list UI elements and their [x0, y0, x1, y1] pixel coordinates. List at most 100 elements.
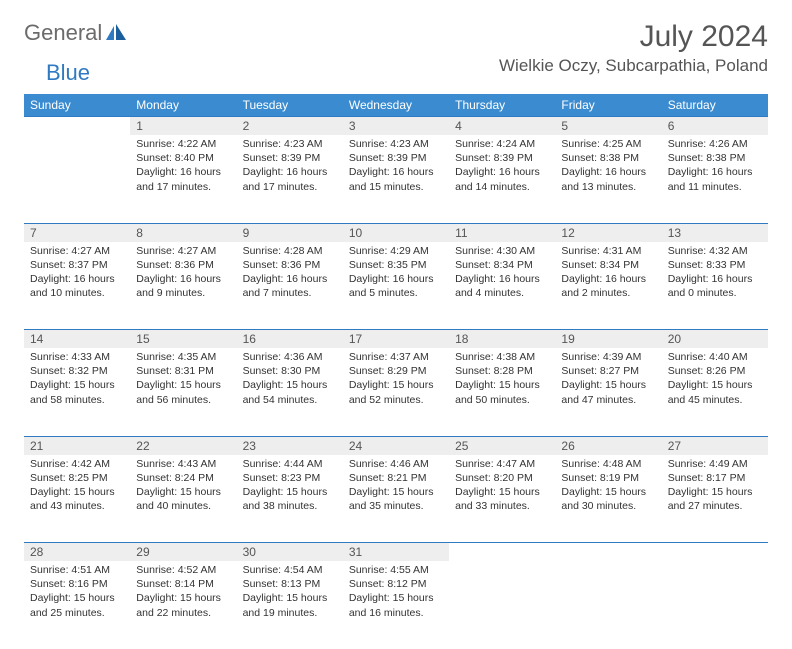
- day-content-cell: Sunrise: 4:37 AMSunset: 8:29 PMDaylight:…: [343, 348, 449, 436]
- day-content-cell: [449, 561, 555, 649]
- daylight-text: Daylight: 16 hours and 0 minutes.: [668, 272, 762, 300]
- day-number-cell: 12: [555, 223, 661, 242]
- day-number-cell: 22: [130, 436, 236, 455]
- day-number-cell: 25: [449, 436, 555, 455]
- day-number-cell: 28: [24, 543, 130, 562]
- day-number-cell: 7: [24, 223, 130, 242]
- day-content-cell: Sunrise: 4:48 AMSunset: 8:19 PMDaylight:…: [555, 455, 661, 543]
- day-content-cell: [555, 561, 661, 649]
- sunrise-text: Sunrise: 4:44 AM: [243, 457, 337, 471]
- daylight-text: Daylight: 15 hours and 54 minutes.: [243, 378, 337, 406]
- day-number-cell: 15: [130, 330, 236, 349]
- sunset-text: Sunset: 8:35 PM: [349, 258, 443, 272]
- sunset-text: Sunset: 8:32 PM: [30, 364, 124, 378]
- day-number-cell: 5: [555, 117, 661, 136]
- weekday-header: Saturday: [662, 94, 768, 117]
- sunset-text: Sunset: 8:34 PM: [561, 258, 655, 272]
- daylight-text: Daylight: 16 hours and 10 minutes.: [30, 272, 124, 300]
- day-content-cell: Sunrise: 4:40 AMSunset: 8:26 PMDaylight:…: [662, 348, 768, 436]
- day-content-cell: Sunrise: 4:26 AMSunset: 8:38 PMDaylight:…: [662, 135, 768, 223]
- sunset-text: Sunset: 8:39 PM: [243, 151, 337, 165]
- daylight-text: Daylight: 16 hours and 14 minutes.: [455, 165, 549, 193]
- day-number-cell: 13: [662, 223, 768, 242]
- sunrise-text: Sunrise: 4:43 AM: [136, 457, 230, 471]
- sunset-text: Sunset: 8:12 PM: [349, 577, 443, 591]
- daylight-text: Daylight: 16 hours and 9 minutes.: [136, 272, 230, 300]
- day-content-row: Sunrise: 4:27 AMSunset: 8:37 PMDaylight:…: [24, 242, 768, 330]
- sunset-text: Sunset: 8:40 PM: [136, 151, 230, 165]
- sunrise-text: Sunrise: 4:29 AM: [349, 244, 443, 258]
- sunset-text: Sunset: 8:19 PM: [561, 471, 655, 485]
- sunrise-text: Sunrise: 4:35 AM: [136, 350, 230, 364]
- sunrise-text: Sunrise: 4:42 AM: [30, 457, 124, 471]
- day-number-row: 14151617181920: [24, 330, 768, 349]
- daylight-text: Daylight: 16 hours and 13 minutes.: [561, 165, 655, 193]
- day-content-cell: Sunrise: 4:43 AMSunset: 8:24 PMDaylight:…: [130, 455, 236, 543]
- weekday-header: Thursday: [449, 94, 555, 117]
- weekday-header: Sunday: [24, 94, 130, 117]
- day-number-cell: 21: [24, 436, 130, 455]
- day-number-cell: [662, 543, 768, 562]
- day-number-cell: 18: [449, 330, 555, 349]
- day-content-cell: Sunrise: 4:47 AMSunset: 8:20 PMDaylight:…: [449, 455, 555, 543]
- day-number-cell: 20: [662, 330, 768, 349]
- day-number-cell: 11: [449, 223, 555, 242]
- daylight-text: Daylight: 15 hours and 25 minutes.: [30, 591, 124, 619]
- sunset-text: Sunset: 8:14 PM: [136, 577, 230, 591]
- sunset-text: Sunset: 8:23 PM: [243, 471, 337, 485]
- sunrise-text: Sunrise: 4:54 AM: [243, 563, 337, 577]
- sunrise-text: Sunrise: 4:23 AM: [349, 137, 443, 151]
- day-content-cell: Sunrise: 4:33 AMSunset: 8:32 PMDaylight:…: [24, 348, 130, 436]
- daylight-text: Daylight: 15 hours and 30 minutes.: [561, 485, 655, 513]
- sails-icon: [104, 22, 128, 45]
- daylight-text: Daylight: 16 hours and 7 minutes.: [243, 272, 337, 300]
- day-content-cell: Sunrise: 4:25 AMSunset: 8:38 PMDaylight:…: [555, 135, 661, 223]
- day-number-cell: 26: [555, 436, 661, 455]
- daylight-text: Daylight: 15 hours and 58 minutes.: [30, 378, 124, 406]
- daylight-text: Daylight: 15 hours and 47 minutes.: [561, 378, 655, 406]
- daylight-text: Daylight: 16 hours and 2 minutes.: [561, 272, 655, 300]
- sunset-text: Sunset: 8:29 PM: [349, 364, 443, 378]
- sunrise-text: Sunrise: 4:26 AM: [668, 137, 762, 151]
- day-number-cell: [449, 543, 555, 562]
- sunrise-text: Sunrise: 4:33 AM: [30, 350, 124, 364]
- sunset-text: Sunset: 8:36 PM: [136, 258, 230, 272]
- day-content-cell: Sunrise: 4:23 AMSunset: 8:39 PMDaylight:…: [343, 135, 449, 223]
- sunrise-text: Sunrise: 4:38 AM: [455, 350, 549, 364]
- sunrise-text: Sunrise: 4:28 AM: [243, 244, 337, 258]
- sunrise-text: Sunrise: 4:48 AM: [561, 457, 655, 471]
- sunset-text: Sunset: 8:38 PM: [561, 151, 655, 165]
- sunset-text: Sunset: 8:24 PM: [136, 471, 230, 485]
- sunrise-text: Sunrise: 4:37 AM: [349, 350, 443, 364]
- day-number-cell: 23: [237, 436, 343, 455]
- sunrise-text: Sunrise: 4:24 AM: [455, 137, 549, 151]
- day-number-cell: 9: [237, 223, 343, 242]
- day-content-cell: Sunrise: 4:42 AMSunset: 8:25 PMDaylight:…: [24, 455, 130, 543]
- day-content-cell: Sunrise: 4:32 AMSunset: 8:33 PMDaylight:…: [662, 242, 768, 330]
- day-content-cell: Sunrise: 4:44 AMSunset: 8:23 PMDaylight:…: [237, 455, 343, 543]
- sunrise-text: Sunrise: 4:49 AM: [668, 457, 762, 471]
- sunset-text: Sunset: 8:36 PM: [243, 258, 337, 272]
- daylight-text: Daylight: 16 hours and 17 minutes.: [136, 165, 230, 193]
- day-number-cell: 29: [130, 543, 236, 562]
- sunset-text: Sunset: 8:28 PM: [455, 364, 549, 378]
- daylight-text: Daylight: 15 hours and 38 minutes.: [243, 485, 337, 513]
- day-content-cell: Sunrise: 4:46 AMSunset: 8:21 PMDaylight:…: [343, 455, 449, 543]
- sunrise-text: Sunrise: 4:40 AM: [668, 350, 762, 364]
- sunrise-text: Sunrise: 4:23 AM: [243, 137, 337, 151]
- day-content-row: Sunrise: 4:42 AMSunset: 8:25 PMDaylight:…: [24, 455, 768, 543]
- day-content-cell: Sunrise: 4:35 AMSunset: 8:31 PMDaylight:…: [130, 348, 236, 436]
- day-content-cell: Sunrise: 4:27 AMSunset: 8:36 PMDaylight:…: [130, 242, 236, 330]
- daylight-text: Daylight: 15 hours and 52 minutes.: [349, 378, 443, 406]
- daylight-text: Daylight: 16 hours and 17 minutes.: [243, 165, 337, 193]
- day-number-cell: 19: [555, 330, 661, 349]
- sunset-text: Sunset: 8:21 PM: [349, 471, 443, 485]
- day-content-cell: Sunrise: 4:38 AMSunset: 8:28 PMDaylight:…: [449, 348, 555, 436]
- sunset-text: Sunset: 8:39 PM: [349, 151, 443, 165]
- daylight-text: Daylight: 16 hours and 4 minutes.: [455, 272, 549, 300]
- day-content-cell: Sunrise: 4:24 AMSunset: 8:39 PMDaylight:…: [449, 135, 555, 223]
- sunrise-text: Sunrise: 4:51 AM: [30, 563, 124, 577]
- sunset-text: Sunset: 8:16 PM: [30, 577, 124, 591]
- sunset-text: Sunset: 8:38 PM: [668, 151, 762, 165]
- day-number-cell: 14: [24, 330, 130, 349]
